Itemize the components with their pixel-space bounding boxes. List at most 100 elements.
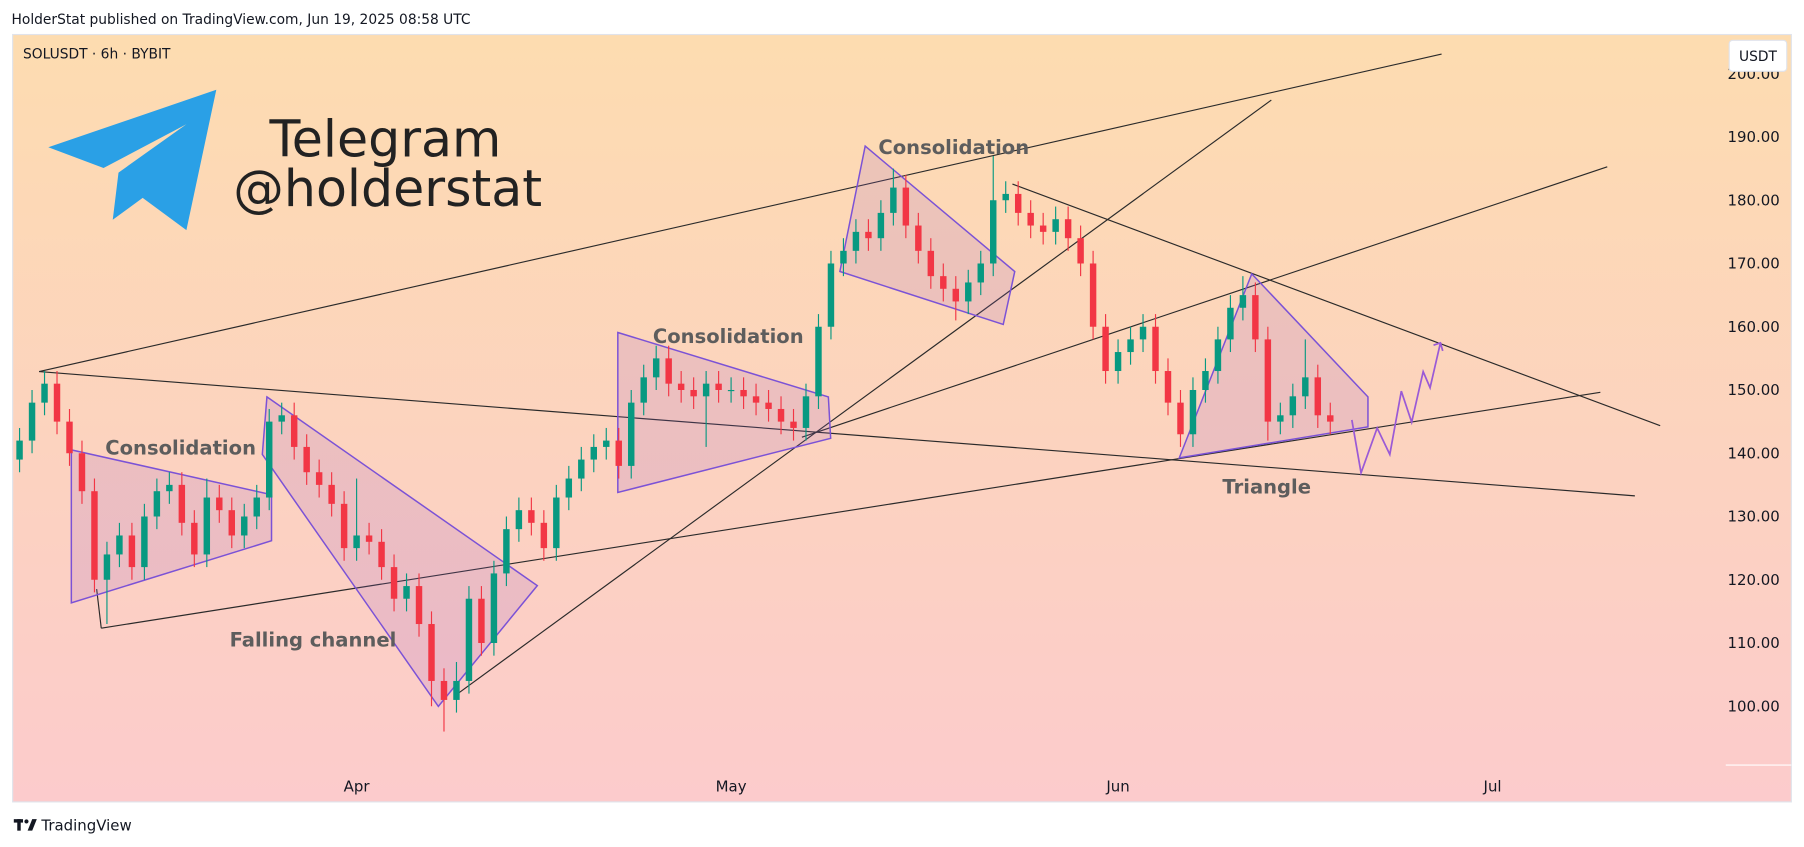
- y-tick-label: 140.00: [1728, 444, 1780, 462]
- candle-body: [78, 453, 86, 492]
- candle-body: [253, 497, 260, 517]
- candle-body: [128, 535, 136, 568]
- candle-body: [415, 586, 423, 625]
- candle-body: [453, 680, 460, 700]
- candle-body: [528, 510, 535, 523]
- candle-body: [1214, 339, 1222, 372]
- candle-body: [915, 225, 922, 251]
- candle-body: [677, 383, 685, 390]
- candle-body: [465, 598, 473, 681]
- candle-body: [1102, 326, 1109, 372]
- candles: [16, 155, 1334, 732]
- candle-body: [965, 282, 972, 302]
- candle-body: [241, 516, 248, 536]
- candle-body: [827, 263, 835, 327]
- trend-line: [801, 166, 1608, 438]
- y-tick-label: 110.00: [1728, 634, 1780, 652]
- candle-body: [91, 491, 98, 580]
- candle-body: [365, 535, 373, 542]
- candle-body: [1014, 193, 1022, 213]
- candle-body: [715, 383, 722, 390]
- candle-body: [902, 187, 910, 226]
- footer-brand: TradingView: [40, 817, 131, 835]
- candle-body: [1327, 415, 1334, 422]
- candle-body: [428, 624, 435, 681]
- candle-body: [690, 389, 697, 397]
- candle-body: [603, 440, 610, 447]
- pattern-annotation: Triangle: [1222, 476, 1311, 499]
- candle-body: [1064, 219, 1072, 239]
- candle-body: [1114, 352, 1122, 372]
- chart-background: [12, 33, 1792, 803]
- candle-body: [266, 421, 273, 498]
- candle-body: [615, 440, 622, 466]
- candle-body: [153, 491, 161, 517]
- candle-body: [765, 402, 772, 409]
- trend-line: [454, 99, 1272, 697]
- candle-body: [815, 326, 822, 397]
- candle-body: [1289, 396, 1297, 416]
- forecast-arrow: [1433, 341, 1444, 352]
- footer-logo: [13, 819, 37, 831]
- y-tick-label: 130.00: [1728, 508, 1780, 526]
- candle-body: [1177, 402, 1184, 435]
- candle-body: [503, 529, 510, 574]
- candle-body: [578, 459, 585, 479]
- candle-body: [278, 415, 285, 422]
- pattern-annotation: Consolidation: [653, 325, 804, 348]
- candle-body: [1252, 295, 1259, 340]
- forecast-line: [1350, 342, 1442, 477]
- candle-body: [565, 478, 573, 498]
- x-tick-label: Jun: [1105, 778, 1129, 796]
- pattern-annotation: Falling channel: [230, 629, 397, 652]
- candle-body: [927, 250, 935, 277]
- candle-body: [865, 231, 872, 239]
- candle-body: [440, 680, 448, 700]
- candle-body: [166, 484, 173, 492]
- candle-body: [640, 377, 647, 403]
- candle-body: [553, 497, 560, 549]
- logo-part: [24, 819, 29, 824]
- candle-body: [990, 200, 997, 264]
- candle-body: [977, 263, 984, 283]
- candle-body: [1277, 415, 1284, 422]
- y-tick-label: 100.00: [1728, 697, 1780, 715]
- publish-info: HolderStat published on TradingView.com,…: [12, 12, 471, 28]
- trend-line: [1012, 183, 1661, 427]
- telegram-logo: [48, 89, 217, 231]
- y-tick-label: 160.00: [1728, 318, 1780, 336]
- candle-body: [1089, 263, 1097, 327]
- candle-body: [1264, 339, 1272, 422]
- y-tick-label: 120.00: [1728, 571, 1780, 589]
- pattern-shape: [839, 144, 1016, 326]
- candle-body: [840, 250, 847, 264]
- watermark-line: Telegram: [268, 109, 501, 168]
- candle-body: [802, 396, 810, 428]
- currency-label: USDT: [1739, 49, 1777, 65]
- candle-body: [178, 484, 186, 523]
- candle-body: [1039, 225, 1047, 232]
- y-tick-label: 170.00: [1728, 255, 1780, 273]
- candle-body: [1314, 377, 1322, 416]
- candle-body: [328, 484, 335, 504]
- pattern-annotation: Consolidation: [105, 436, 256, 459]
- candle-body: [652, 358, 660, 378]
- candle-body: [41, 383, 48, 403]
- candle-body: [890, 187, 897, 213]
- candle-body: [353, 535, 360, 549]
- pattern-annotation: Consolidation: [878, 136, 1029, 159]
- candle-body: [940, 276, 947, 289]
- candle-body: [340, 503, 348, 549]
- candle-body: [53, 383, 61, 422]
- candle-body: [1139, 326, 1147, 340]
- candle-body: [191, 522, 198, 555]
- x-tick-label: Jul: [1483, 778, 1502, 796]
- candle-body: [1202, 371, 1209, 390]
- candle-body: [141, 516, 148, 568]
- trend-line: [96, 588, 102, 629]
- trend-line: [38, 53, 1442, 373]
- candle-body: [116, 535, 123, 555]
- watermark-line: @holderstat: [233, 159, 542, 218]
- candle-body: [877, 212, 885, 239]
